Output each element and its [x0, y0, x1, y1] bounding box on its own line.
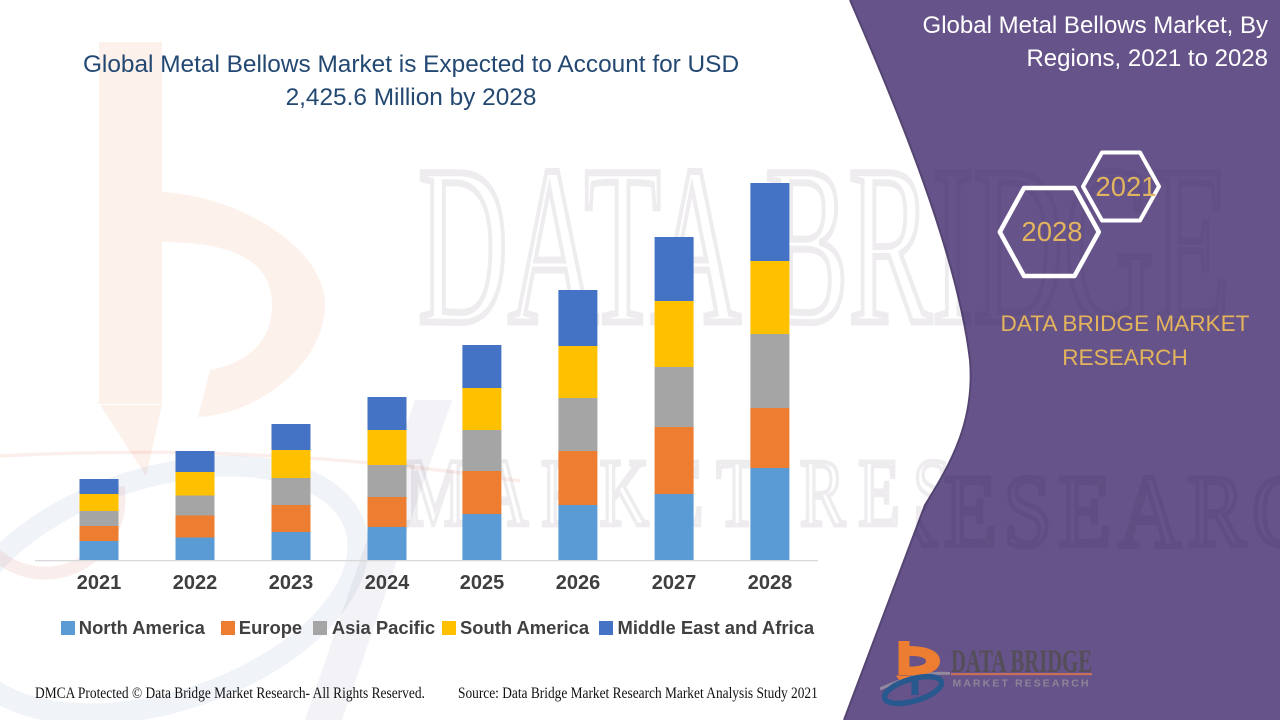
svg-text:2028: 2028: [1021, 216, 1082, 247]
svg-text:2021: 2021: [1095, 171, 1156, 202]
svg-text:MARKET RESEARCH: MARKET RESEARCH: [953, 678, 1092, 690]
